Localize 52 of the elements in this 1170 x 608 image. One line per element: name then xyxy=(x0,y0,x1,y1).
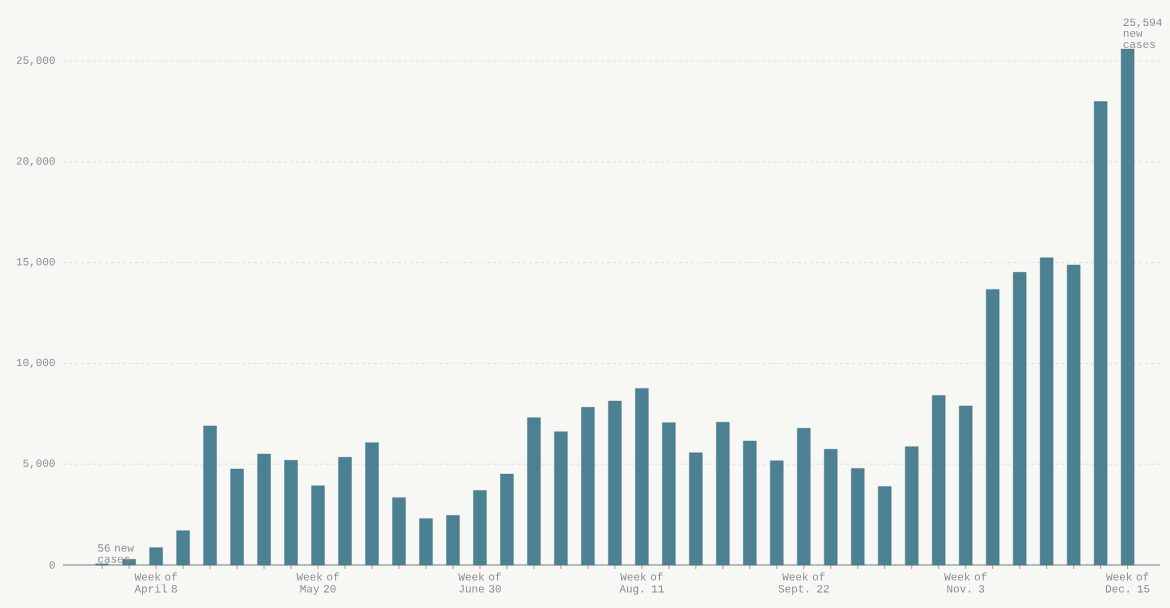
x-tick-label: Week of May 20 xyxy=(296,572,339,595)
x-tick-label: Week of April 8 xyxy=(134,572,177,595)
bar xyxy=(905,446,919,566)
x-tick-label: Week of Dec. 15 xyxy=(1106,572,1150,593)
data-label: 56 new cases xyxy=(98,544,134,563)
y-tick-label: 25,000 xyxy=(16,56,55,66)
x-tick-label: Week of June 30 xyxy=(458,572,501,593)
bar xyxy=(365,442,379,566)
bar xyxy=(500,473,514,566)
bar xyxy=(230,468,244,566)
bar xyxy=(392,497,406,566)
bar xyxy=(959,405,973,566)
bar xyxy=(878,486,892,566)
bar xyxy=(1093,101,1108,566)
bar xyxy=(554,431,568,566)
bar xyxy=(1066,264,1081,566)
y-tick-label: 15,000 xyxy=(16,258,55,268)
bar xyxy=(419,518,433,566)
bar xyxy=(581,407,595,566)
bar xyxy=(1039,257,1054,566)
bar xyxy=(824,449,838,566)
bar xyxy=(176,530,190,566)
bar xyxy=(446,515,460,566)
y-tick-label: 0 xyxy=(49,561,55,569)
bar xyxy=(851,468,865,566)
bar xyxy=(797,428,811,566)
y-tick-label: 10,000 xyxy=(16,358,55,369)
bar xyxy=(662,422,676,566)
x-tick-label: Week of Sept. 22 xyxy=(778,572,829,595)
data-label: 25,594 new cases xyxy=(1123,18,1162,48)
bar xyxy=(203,425,217,566)
bar xyxy=(257,453,271,566)
bar xyxy=(716,422,730,566)
bar xyxy=(689,452,703,566)
bar xyxy=(986,289,1000,566)
bar xyxy=(932,395,946,566)
bar xyxy=(608,400,622,566)
bar xyxy=(1013,272,1027,566)
y-tick-label: 5,000 xyxy=(23,459,55,469)
bar xyxy=(338,457,352,566)
bar xyxy=(473,490,487,566)
x-tick-label: Week of Nov. 3 xyxy=(944,572,987,593)
bar xyxy=(743,440,757,566)
bar xyxy=(311,485,325,566)
x-tick-label: Week of Aug. 11 xyxy=(619,572,664,595)
bar xyxy=(1120,48,1135,566)
bar xyxy=(527,417,541,566)
bar xyxy=(284,460,298,566)
bar xyxy=(149,547,163,566)
bar xyxy=(635,388,649,566)
y-tick-label: 20,000 xyxy=(16,157,55,167)
bar xyxy=(770,460,784,566)
